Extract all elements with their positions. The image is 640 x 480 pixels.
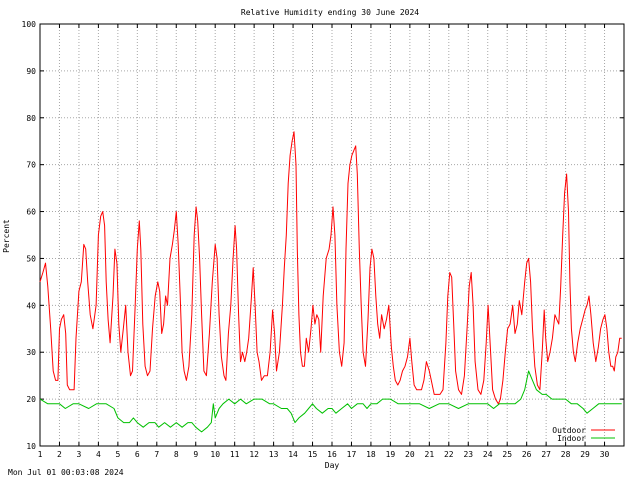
y-tick-label: 70 — [26, 161, 36, 170]
x-tick-label: 21 — [425, 450, 435, 459]
y-tick-label: 20 — [26, 395, 36, 404]
x-axis-ticks: 1 2 3 4 5 6 7 8 9 10 11 12 13 14 15 16 17 18 19 20 21 22 23 24 2… — [38, 24, 610, 459]
y-tick-label: 50 — [26, 254, 36, 263]
x-tick-label: 5 — [115, 450, 120, 459]
x-tick-label: 4 — [96, 450, 101, 459]
x-tick-label: 11 — [230, 450, 240, 459]
generated-timestamp: Mon Jul 01 00:03:08 2024 — [8, 468, 124, 477]
legend-label-outdoor: Outdoor — [552, 426, 586, 435]
y-tick-label: 60 — [26, 208, 36, 217]
x-tick-label: 29 — [580, 450, 590, 459]
x-tick-label: 16 — [327, 450, 337, 459]
x-tick-label: 8 — [174, 450, 179, 459]
x-axis-label: Day — [325, 461, 340, 470]
x-tick-label: 26 — [522, 450, 532, 459]
x-tick-label: 19 — [386, 450, 396, 459]
x-tick-label: 23 — [463, 450, 473, 459]
y-axis-ticks: 10 20 30 40 50 60 70 80 90 100 — [22, 20, 624, 451]
grid-lines — [40, 24, 624, 446]
x-tick-label: 27 — [541, 450, 551, 459]
series-lines — [39, 131, 622, 433]
x-tick-label: 12 — [249, 450, 259, 459]
y-tick-label: 10 — [26, 442, 36, 451]
x-tick-label: 1 — [38, 450, 43, 459]
legend-label-indoor: Indoor — [557, 434, 586, 443]
x-tick-label: 6 — [135, 450, 140, 459]
y-tick-label: 100 — [22, 20, 37, 29]
x-tick-label: 20 — [405, 450, 415, 459]
x-tick-label: 2 — [57, 450, 62, 459]
series-line-indoor — [39, 370, 622, 433]
x-tick-label: 18 — [366, 450, 376, 459]
y-tick-label: 90 — [26, 67, 36, 76]
x-tick-label: 30 — [600, 450, 610, 459]
x-tick-label: 9 — [193, 450, 198, 459]
x-tick-label: 17 — [347, 450, 357, 459]
y-tick-label: 80 — [26, 114, 36, 123]
series-line-outdoor — [39, 131, 622, 405]
y-tick-label: 30 — [26, 348, 36, 357]
y-axis-label: Percent — [2, 219, 11, 253]
chart-title: Relative Humidity ending 30 June 2024 — [241, 8, 419, 17]
x-tick-label: 14 — [288, 450, 298, 459]
x-tick-label: 25 — [502, 450, 512, 459]
x-tick-label: 13 — [269, 450, 279, 459]
x-tick-label: 10 — [210, 450, 220, 459]
x-tick-label: 24 — [483, 450, 493, 459]
x-tick-label: 3 — [77, 450, 82, 459]
x-tick-label: 28 — [561, 450, 571, 459]
x-tick-label: 7 — [154, 450, 159, 459]
y-tick-label: 40 — [26, 301, 36, 310]
x-tick-label: 15 — [308, 450, 318, 459]
x-tick-label: 22 — [444, 450, 454, 459]
